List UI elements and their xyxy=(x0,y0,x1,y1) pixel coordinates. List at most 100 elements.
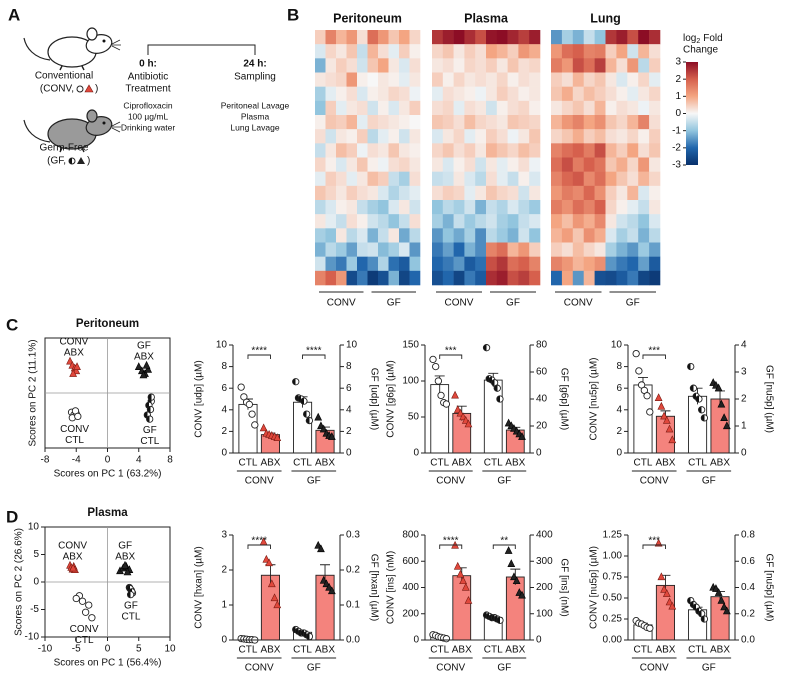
x-tick-label: -5 xyxy=(72,644,81,655)
heatmap-cell xyxy=(346,86,358,102)
heatmap-cell xyxy=(486,115,498,130)
heatmap-cell xyxy=(649,242,661,257)
x-tick-label: CTL xyxy=(430,645,449,656)
heatmap-cell xyxy=(583,228,595,243)
heatmap-cell xyxy=(518,171,530,187)
heatmap-cell xyxy=(583,200,595,215)
y-tick-label: 0 xyxy=(221,635,227,646)
heatmap-cell xyxy=(399,270,410,286)
heatmap-cell xyxy=(453,143,465,158)
heatmap-cell xyxy=(561,270,574,286)
heatmap-cell xyxy=(605,157,617,172)
heatmap-cell xyxy=(388,58,400,73)
data-point xyxy=(302,410,311,418)
heatmap-cell xyxy=(529,185,541,201)
heatmap-cell xyxy=(507,242,519,257)
data-point xyxy=(717,595,726,604)
data-point xyxy=(245,400,253,409)
heatmap-cell xyxy=(453,185,465,201)
y-tick-label: 0 xyxy=(413,448,419,459)
heatmap-cell xyxy=(561,228,574,243)
heatmap-cell xyxy=(529,143,541,158)
heatmap-cell xyxy=(475,30,487,45)
heatmap-cell xyxy=(649,200,661,215)
heatmap-cell xyxy=(388,100,400,116)
colorbar-tick-label: -1 xyxy=(672,125,681,136)
heatmap-cell xyxy=(583,242,595,257)
x-tick-label: ABX xyxy=(452,645,472,656)
heatmap-cell xyxy=(409,72,421,87)
heatmap-cell xyxy=(518,256,530,272)
heatmap-cell xyxy=(551,100,563,116)
heatmap-cell xyxy=(529,72,541,87)
heatmap-cell xyxy=(367,143,379,158)
data-point xyxy=(88,614,96,622)
colorbar-title: Change xyxy=(683,45,718,56)
x-tick-label: CTL xyxy=(430,458,449,469)
heatmap-cell xyxy=(583,185,595,201)
data-point xyxy=(720,602,728,611)
group-label: GF xyxy=(702,663,716,674)
y-tick-label: 0 xyxy=(616,448,622,459)
heatmap-cell xyxy=(475,171,487,187)
heatmap-cell xyxy=(378,214,389,229)
heatmap-cell xyxy=(336,30,347,45)
y2-tick-label: 2 xyxy=(741,394,747,405)
heatmap-cell xyxy=(649,171,661,187)
y-tick-label: 2 xyxy=(221,426,227,437)
heatmap-cell xyxy=(572,72,584,87)
y-tick-label: 4 xyxy=(221,404,227,415)
heatmap-cell xyxy=(464,44,476,59)
data-point xyxy=(700,615,709,623)
heatmap-cell xyxy=(325,256,337,272)
heatmap-cell xyxy=(464,86,476,102)
y2-tick-label: 0.2 xyxy=(346,565,360,576)
group-label: GF xyxy=(307,476,321,487)
y2-tick-label: 200 xyxy=(536,582,553,593)
heatmap-cell xyxy=(357,157,368,172)
detail: Plasma xyxy=(241,111,270,121)
heatmap-cell xyxy=(346,30,358,45)
heatmap-cell xyxy=(551,157,563,172)
heatmap-cell xyxy=(496,185,508,201)
group-annotation: GF CTL xyxy=(140,425,159,447)
significance-bracket xyxy=(642,544,666,549)
heatmap-cell xyxy=(507,200,519,215)
heatmap-cell xyxy=(627,256,639,272)
heatmap-cell xyxy=(432,86,444,102)
heatmap-cell xyxy=(357,72,368,87)
heatmap-cell xyxy=(475,228,487,243)
group-label: CONV xyxy=(245,476,274,487)
x-tick-label: 8 xyxy=(167,455,173,466)
heatmap-cell xyxy=(605,200,617,215)
heatmap-cell xyxy=(496,270,508,286)
heatmap-cell xyxy=(518,115,530,130)
heatmap-cell xyxy=(529,214,541,229)
group-annotation-line: CONV xyxy=(60,423,89,434)
heatmap-cell xyxy=(583,115,595,130)
heatmap-cell xyxy=(594,228,606,243)
x-tick-label: 0 xyxy=(105,455,111,466)
data-point xyxy=(437,391,445,400)
data-point xyxy=(660,411,668,420)
significance-label: ** xyxy=(500,536,508,547)
data-point xyxy=(700,414,709,422)
heatmap-cell xyxy=(496,256,508,272)
x-tick-label: CTL xyxy=(293,645,312,656)
heatmap-cell xyxy=(432,185,444,201)
timeline xyxy=(147,44,256,55)
heatmap-cell xyxy=(336,185,347,201)
heatmap-cell xyxy=(367,44,379,59)
heatmap-cell xyxy=(357,270,368,286)
heatmap-cell xyxy=(367,242,379,257)
data-point xyxy=(121,560,129,569)
data-point xyxy=(442,635,451,643)
heatmap-cell xyxy=(638,256,650,272)
data-point xyxy=(453,561,462,570)
heatmap-cell xyxy=(507,256,519,272)
data-point xyxy=(518,432,526,440)
heatmap-cell xyxy=(432,30,444,45)
heatmap-cell xyxy=(649,115,661,130)
heatmap-cell xyxy=(496,115,508,130)
group-label: CONV xyxy=(640,663,669,674)
